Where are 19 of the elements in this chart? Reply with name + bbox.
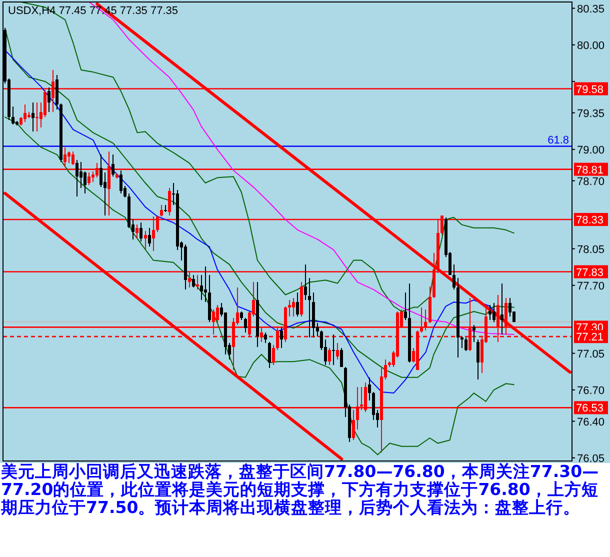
text: 美元上周小回调后又迅速跌落，盘整于区间77.80—76.80，本周关注77.30—77.20的位置，此位置将是美元的短期支撑，下方有力支撑位于76.80，上方短期压力位于77.50。预计本周将出现横盘整理，后势个人看法为：盘整上行。 [1,462,599,517]
y-tick-label: 78.05 [577,244,605,256]
ref-line-label: 76.53 [576,402,604,415]
ref-line-label: 77.21 [576,332,604,344]
y-tick-label: 79.00 [577,144,605,156]
y-tick-label: 77.05 [577,348,605,360]
y-tick-label: 77.70 [577,280,605,292]
y-tick-label: 80.00 [577,40,605,52]
ref-line-label: 78.33 [576,214,604,226]
ref-line-label: 78.81 [576,164,604,176]
y-tick-label: 76.05 [577,452,605,465]
annotation: 61.8 [548,134,569,146]
y-tick-label: 76.40 [577,416,605,428]
y-tick-label: 78.70 [577,176,605,188]
ref-line-label: 77.83 [576,266,604,279]
ref-line-label: 79.58 [576,84,604,96]
y-tick-label: 76.70 [577,384,605,397]
y-tick-label: 80.35 [577,3,605,16]
y-tick-label: 79.35 [577,108,605,120]
